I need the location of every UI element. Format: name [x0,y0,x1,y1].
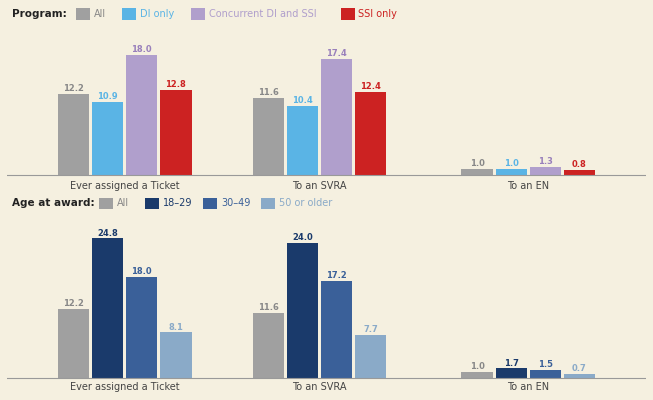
Bar [58,309,89,378]
Text: 12.2: 12.2 [63,84,84,92]
Bar [121,8,136,20]
Bar [253,313,284,378]
Text: 10.9: 10.9 [97,92,118,101]
Text: 24.0: 24.0 [292,233,313,242]
Text: 1.5: 1.5 [538,360,552,369]
Bar [496,368,527,378]
Text: 11.6: 11.6 [258,88,279,97]
Bar [92,238,123,378]
Bar [564,374,595,378]
Text: 1.0: 1.0 [470,158,485,168]
Bar [341,8,355,20]
Bar [462,168,493,175]
Bar [160,332,191,378]
Text: 18–29: 18–29 [163,198,193,208]
Text: 17.4: 17.4 [326,49,347,58]
Text: DI only: DI only [140,9,174,19]
Bar [146,198,159,208]
Text: 8.1: 8.1 [168,322,183,332]
Bar [261,198,275,208]
Bar [58,94,89,175]
Bar [530,370,561,378]
Bar [287,243,318,378]
Text: Program:: Program: [12,9,67,19]
Text: Age at award:: Age at award: [12,198,94,208]
Text: 1.0: 1.0 [503,158,518,168]
Bar [321,281,352,378]
Text: 12.4: 12.4 [360,82,381,91]
Text: 1.7: 1.7 [503,358,518,368]
Text: 30–49: 30–49 [221,198,250,208]
Text: 18.0: 18.0 [131,45,152,54]
Bar [160,90,191,175]
Text: 7.7: 7.7 [363,325,378,334]
Text: To an SVRA: To an SVRA [293,382,347,392]
Bar [496,168,527,175]
Text: 0.8: 0.8 [572,160,587,169]
Bar [564,170,595,175]
Bar [76,8,89,20]
Text: 1.3: 1.3 [538,156,552,166]
Bar [287,106,318,175]
Bar [321,59,352,175]
Text: 12.2: 12.2 [63,300,84,308]
Bar [462,372,493,378]
Text: 12.8: 12.8 [165,80,186,88]
Bar [126,277,157,378]
Text: Concurrent DI and SSI: Concurrent DI and SSI [209,9,316,19]
Bar [530,166,561,175]
Bar [253,98,284,175]
Bar [355,92,387,175]
Text: All: All [118,198,129,208]
Text: 1.0: 1.0 [470,362,485,372]
Bar [203,198,217,208]
Bar [355,335,387,378]
Text: All: All [93,9,106,19]
Text: 50 or older: 50 or older [279,198,332,208]
Text: Ever assigned a Ticket: Ever assigned a Ticket [70,181,180,191]
Text: Ever assigned a Ticket: Ever assigned a Ticket [70,382,180,392]
Text: To an EN: To an EN [507,181,549,191]
Text: 11.6: 11.6 [258,303,279,312]
Text: To an SVRA: To an SVRA [293,181,347,191]
Bar [99,198,114,208]
Bar [126,55,157,175]
Text: To an EN: To an EN [507,382,549,392]
Bar [191,8,205,20]
Text: SSI only: SSI only [358,9,398,19]
Bar [92,102,123,175]
Text: 24.8: 24.8 [97,229,118,238]
Text: 10.4: 10.4 [292,96,313,105]
Text: 0.7: 0.7 [572,364,587,373]
Text: 18.0: 18.0 [131,267,152,276]
Text: 17.2: 17.2 [326,271,347,280]
